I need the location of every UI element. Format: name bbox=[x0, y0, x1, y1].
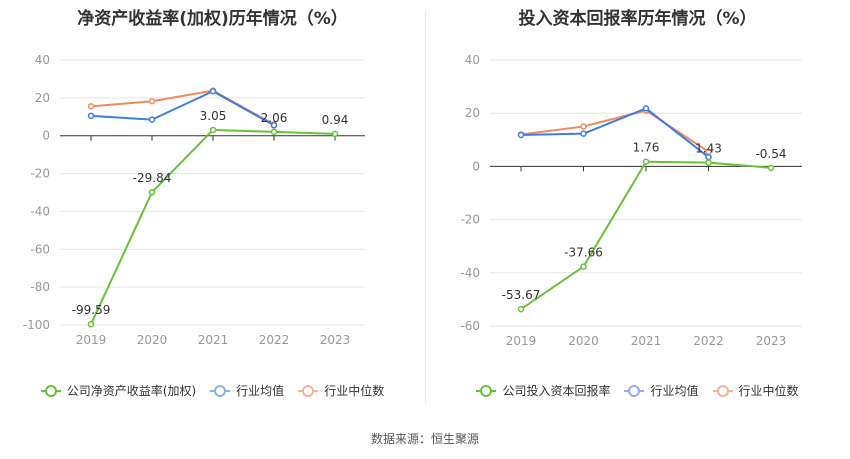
data-point bbox=[331, 130, 339, 138]
roe-chart-panel: 净资产收益率(加权)历年情况（%） 40 20 0 -20 -40 -60 -80 -100 2… bbox=[0, 0, 425, 410]
roic-legend: 公司投入资本回报率 行业均值 行业中位数 bbox=[425, 382, 850, 399]
data-label: -29.84 bbox=[133, 171, 172, 185]
legend-label: 行业均值 bbox=[236, 384, 285, 398]
series-line bbox=[520, 107, 710, 158]
y-tick-label: -60 bbox=[460, 319, 480, 333]
data-point bbox=[580, 123, 587, 130]
data-label: -0.54 bbox=[755, 147, 786, 161]
legend-item-industry-median[interactable]: 行业中位数 bbox=[712, 382, 799, 399]
data-point bbox=[87, 112, 95, 120]
data-point bbox=[87, 103, 95, 110]
series-line bbox=[520, 109, 710, 153]
data-point bbox=[209, 87, 217, 95]
legend-item-industry-median[interactable]: 行业中位数 bbox=[298, 382, 384, 399]
x-tick-label: 2019 bbox=[76, 333, 107, 347]
data-point bbox=[517, 131, 525, 139]
data-point bbox=[209, 126, 217, 134]
roic-plot: 40 20 0 -20 -40 -60 2019 2020 2021 2022 2023 -53.67… bbox=[460, 53, 802, 348]
x-tick-label: 2019 bbox=[506, 334, 537, 348]
legend-label: 公司净资产收益率(加权) bbox=[66, 384, 197, 398]
legend-item-industry-mean[interactable]: 行业均值 bbox=[210, 382, 284, 399]
x-tick-label: 2022 bbox=[259, 333, 290, 347]
x-tick-label: 2021 bbox=[631, 334, 662, 348]
y-tick-label: -80 bbox=[30, 280, 50, 294]
series-line bbox=[520, 160, 772, 310]
legend-label: 行业中位数 bbox=[738, 384, 799, 398]
legend-swatch bbox=[476, 384, 497, 397]
data-label: -99.59 bbox=[72, 303, 111, 317]
series-line bbox=[90, 89, 275, 126]
legend-label: 行业中位数 bbox=[324, 384, 385, 398]
data-point bbox=[270, 122, 278, 129]
data-point bbox=[767, 164, 775, 172]
data-point bbox=[87, 320, 95, 328]
chart-title: 投入资本回报率历年情况（%） bbox=[518, 9, 757, 29]
data-point bbox=[705, 159, 712, 166]
legend-item-company-roe[interactable]: 公司净资产收益率(加权) bbox=[40, 382, 197, 399]
data-point bbox=[148, 188, 156, 196]
y-tick-label: 0 bbox=[472, 159, 480, 173]
roe-legend: 公司净资产收益率(加权) 行业均值 行业中位数 bbox=[0, 382, 425, 399]
legend-swatch bbox=[210, 384, 231, 397]
legend-label: 公司投入资本回报率 bbox=[502, 384, 611, 398]
data-point bbox=[580, 263, 587, 270]
y-tick-label: 40 bbox=[465, 53, 480, 67]
data-point bbox=[270, 128, 278, 136]
legend-swatch bbox=[298, 384, 319, 397]
y-tick-label: 20 bbox=[465, 106, 480, 120]
y-tick-label: 0 bbox=[42, 129, 50, 143]
y-tick-label: -20 bbox=[30, 167, 50, 181]
y-tick-label: 20 bbox=[35, 91, 50, 105]
x-tick-label: 2023 bbox=[320, 333, 351, 347]
y-tick-label: -20 bbox=[460, 213, 480, 227]
x-tick-label: 2020 bbox=[568, 334, 599, 348]
data-label: -53.67 bbox=[502, 288, 541, 302]
chart-title: 净资产收益率(加权)历年情况（%） bbox=[77, 9, 348, 29]
data-point bbox=[148, 98, 156, 105]
data-point bbox=[642, 105, 650, 112]
data-label: 2.06 bbox=[261, 111, 288, 125]
legend-item-industry-mean[interactable]: 行业均值 bbox=[624, 382, 699, 399]
legend-item-company-roic[interactable]: 公司投入资本回报率 bbox=[476, 382, 610, 399]
legend-label: 行业均值 bbox=[650, 384, 699, 398]
data-label: 1.76 bbox=[633, 141, 660, 155]
data-point bbox=[580, 130, 587, 137]
legend-swatch bbox=[624, 384, 645, 397]
y-tick-label: -40 bbox=[460, 266, 480, 280]
x-tick-label: 2022 bbox=[693, 334, 724, 348]
data-point bbox=[517, 305, 525, 313]
data-point bbox=[642, 158, 650, 165]
y-tick-label: -100 bbox=[23, 318, 50, 332]
y-tick-label: 40 bbox=[35, 53, 50, 67]
series-line bbox=[90, 128, 336, 325]
data-source-note: 数据来源：恒生聚源 bbox=[370, 432, 479, 446]
y-tick-label: -40 bbox=[30, 204, 50, 218]
roic-chart-panel: 投入资本回报率历年情况（%） 40 20 0 -20 -40 -60 2019 2020 202… bbox=[425, 0, 850, 410]
panel-divider bbox=[425, 10, 426, 405]
legend-swatch bbox=[40, 384, 61, 397]
data-point bbox=[148, 116, 156, 123]
roe-plot: 40 20 0 -20 -40 -60 -80 -100 2019 2020 2021 2022 202… bbox=[23, 53, 365, 347]
x-tick-label: 2020 bbox=[137, 333, 168, 347]
x-tick-label: 2023 bbox=[756, 334, 787, 348]
y-tick-label: -60 bbox=[30, 242, 50, 256]
series-line bbox=[90, 90, 275, 127]
data-label: 1.43 bbox=[695, 142, 722, 156]
x-tick-label: 2021 bbox=[198, 333, 229, 347]
data-label: 3.05 bbox=[200, 109, 227, 123]
legend-swatch bbox=[712, 384, 733, 397]
data-label: -37.66 bbox=[564, 246, 603, 260]
data-label: 0.94 bbox=[322, 113, 349, 127]
